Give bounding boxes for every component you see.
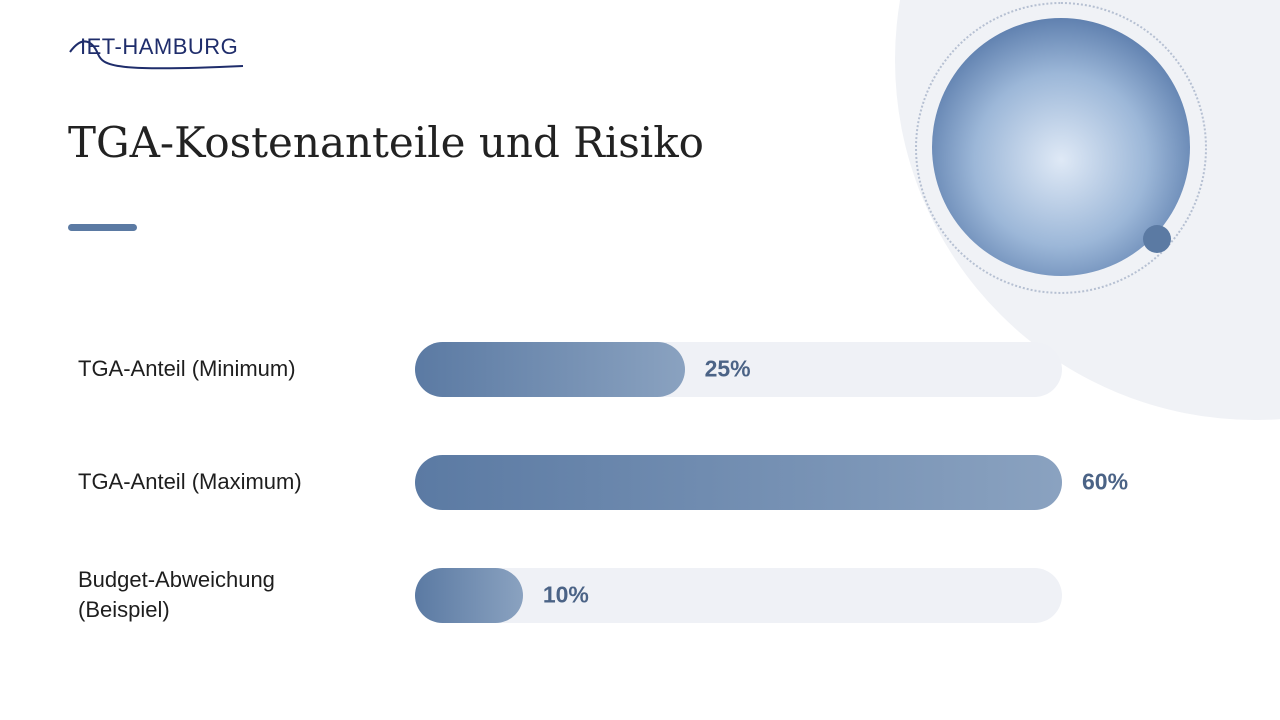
category-label: TGA-Anteil (Maximum)	[78, 469, 302, 494]
title-underline	[68, 224, 137, 231]
value-label: 25%	[704, 355, 751, 382]
category-label: TGA-Anteil (Minimum)	[78, 356, 296, 381]
bar	[415, 567, 523, 623]
value-label: 10%	[542, 581, 589, 608]
dotted-ring	[915, 2, 1207, 294]
category-label: Budget-Abweichung (Beispiel)	[78, 567, 275, 622]
bar	[415, 341, 685, 397]
logo: IET-HAMBURG	[80, 34, 239, 59]
logo-swoosh	[69, 40, 244, 70]
chart-title: TGA-Kostenanteile und Risiko	[68, 118, 704, 167]
value-label: 60%	[1082, 468, 1129, 495]
accent-dot	[1143, 225, 1171, 253]
bar-track	[415, 567, 1062, 623]
bar	[415, 454, 1062, 510]
